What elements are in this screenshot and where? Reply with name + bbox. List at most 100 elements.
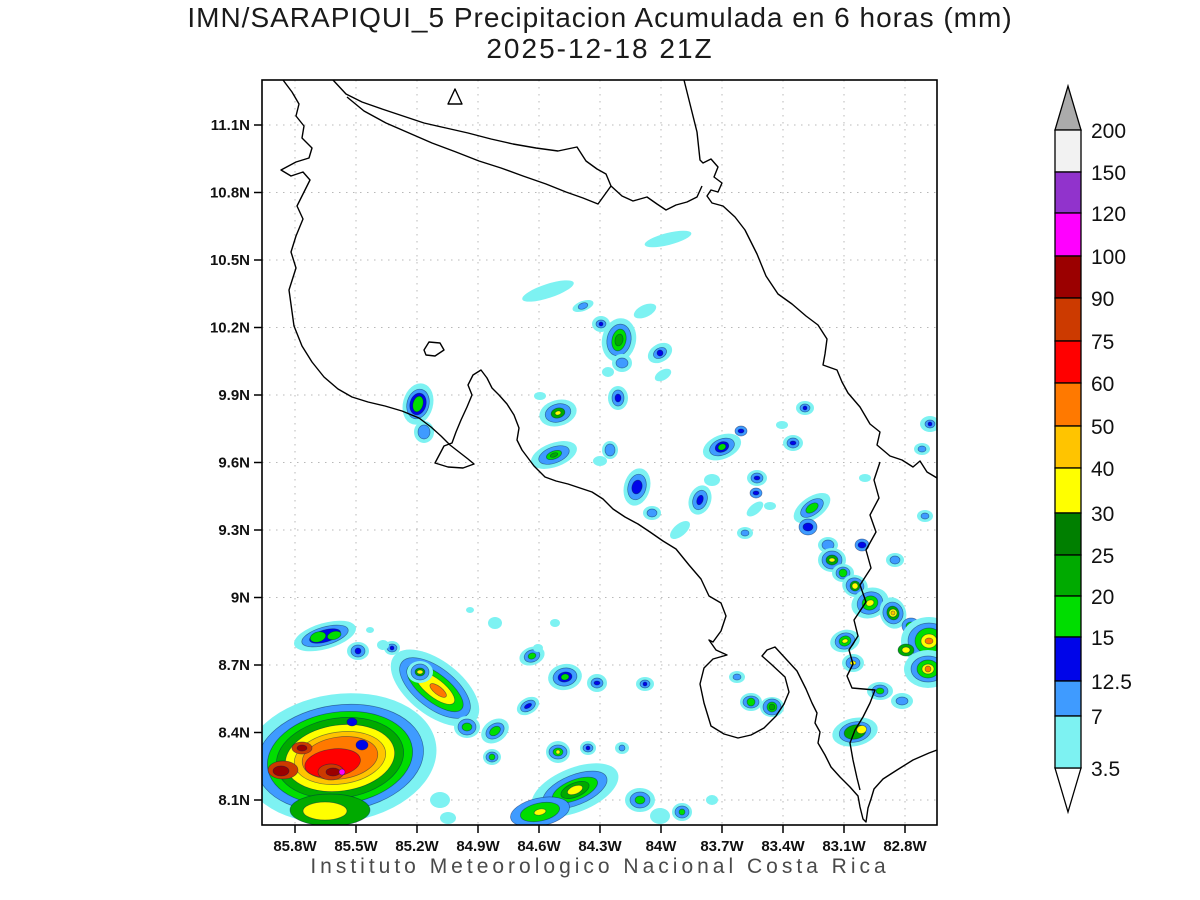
precip-contour-c1 — [670, 521, 690, 539]
precip-contour-c5 — [768, 703, 776, 711]
precip-contour-c4 — [327, 630, 342, 641]
precip-contour-c3 — [598, 321, 604, 327]
precip-contour-c13 — [338, 768, 346, 776]
precip-cell — [430, 792, 450, 808]
precip-contour-c2 — [577, 302, 589, 310]
precip-cell — [602, 367, 614, 377]
precip-contour-c1 — [534, 392, 546, 400]
colorbar-label: 40 — [1091, 458, 1114, 481]
precip-cell — [859, 474, 871, 482]
colorbar-label: 12.5 — [1091, 671, 1132, 694]
precip-contour-c7 — [555, 749, 561, 755]
precip-contour-c7 — [567, 784, 583, 796]
lon-tick-label: 83.7W — [700, 838, 744, 855]
lon-tick-label: 85.5W — [334, 838, 378, 855]
precip-cell — [550, 619, 560, 627]
precip-contour-c4 — [489, 725, 501, 737]
precip-cell — [764, 502, 776, 510]
precip-cell — [633, 303, 657, 319]
precip-contour-c1 — [776, 421, 788, 429]
precip-contour-c3 — [642, 681, 648, 687]
lat-tick-label: 9.3N — [218, 522, 250, 539]
precip-contour-c3 — [752, 490, 760, 496]
coastline-path — [346, 96, 612, 205]
precip-contour-c8 — [890, 610, 896, 616]
precip-cell — [377, 640, 389, 650]
precip-contour-c4 — [412, 395, 424, 413]
lon-tick-label: 85.8W — [273, 838, 317, 855]
precip-contour-c4 — [875, 687, 885, 695]
precip-cell — [644, 230, 692, 248]
precip-contour-c3 — [614, 393, 622, 403]
lon-tick-label: 84W — [646, 838, 678, 855]
precip-contour-c3 — [631, 479, 643, 495]
precip-contour-c7 — [416, 669, 424, 675]
precip-cell — [384, 641, 400, 655]
precip-contour-c4 — [309, 631, 327, 643]
precip-cell — [706, 795, 718, 805]
precip-contour-c4 — [805, 502, 819, 514]
precip-cell — [572, 299, 594, 313]
precip-contour-c4 — [488, 753, 496, 761]
precip-contour-c7 — [302, 801, 348, 821]
precip-cell — [776, 421, 788, 429]
precip-cell — [704, 474, 720, 486]
precip-cell — [612, 354, 632, 372]
precip-contour-c2 — [740, 529, 750, 537]
colorbar: 200 150 120 100 90 75 60 50 40 30 25 20 15 12.5 7 3.5 — [1054, 83, 1132, 815]
precip-cell — [615, 742, 629, 754]
precip-contour-c7 — [856, 725, 867, 734]
precip-contour-c3 — [593, 680, 601, 686]
precip-contour-c7 — [901, 646, 911, 654]
colorbar-label: 30 — [1091, 503, 1114, 526]
map-subtitle: 2025-12-18 21Z — [486, 33, 714, 64]
precip-cell — [625, 788, 655, 812]
precip-cell — [454, 716, 480, 738]
precip-contour-c3 — [585, 745, 591, 751]
coastline-path — [447, 88, 463, 105]
precip-contour-c5 — [549, 452, 559, 458]
precip-cell — [891, 693, 913, 709]
coastline-path — [280, 80, 937, 823]
precip-contour-c3 — [355, 739, 369, 751]
precip-contour-c3 — [927, 421, 933, 427]
colorbar-segment — [1054, 715, 1082, 769]
precip-contour-c1 — [654, 368, 672, 382]
precip-cell — [483, 749, 501, 765]
precip-contour-c4 — [838, 568, 848, 578]
precip-cell — [262, 693, 437, 823]
precip-contour-c3 — [656, 349, 664, 357]
precip-cell — [608, 386, 628, 410]
precip-cell — [920, 416, 937, 432]
lat-tick-label: 8.4N — [218, 725, 250, 742]
precip-cell — [531, 441, 577, 469]
precip-cell — [793, 492, 831, 524]
colorbar-segment — [1054, 255, 1082, 299]
precip-contour-c3 — [802, 405, 808, 411]
precip-cell — [818, 548, 846, 572]
precip-cell — [593, 456, 607, 466]
precip-contour-c1 — [522, 280, 574, 302]
precip-cell — [688, 485, 712, 515]
precip-contour-c3 — [346, 717, 358, 727]
precip-contour-c3 — [389, 645, 395, 651]
precip-cell — [623, 468, 651, 506]
precip-cell — [601, 318, 637, 362]
precip-contour-c2 — [618, 744, 626, 752]
precip-contour-c7 — [851, 582, 859, 590]
precip-cell — [867, 682, 893, 700]
precip-contour-c1 — [859, 474, 871, 482]
precip-cell — [402, 383, 434, 425]
precip-cell — [466, 607, 474, 613]
precip-contour-c4 — [678, 808, 686, 816]
precip-cell — [355, 739, 369, 751]
precip-contour-c1 — [377, 640, 389, 650]
axes: 11.1N 10.8N 10.5N 10.2N 9.9N 9.6N 9.3N 9N 8.7N 8.… — [210, 117, 928, 855]
precip-cell — [672, 803, 692, 821]
precip-contour-c2 — [604, 443, 616, 457]
coastline-path — [846, 461, 881, 791]
precip-contour-c7 — [865, 599, 875, 607]
colorbar-segment — [1054, 680, 1082, 717]
precip-contour-c1 — [633, 303, 657, 319]
